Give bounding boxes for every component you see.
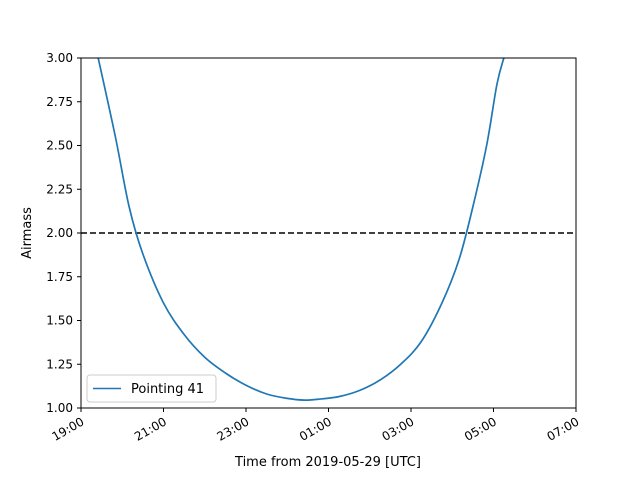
y-tick-label: 2.75	[46, 95, 73, 109]
y-tick-label: 3.00	[46, 51, 73, 65]
legend-box	[86, 374, 217, 403]
y-tick-label: 1.00	[46, 401, 73, 415]
y-tick-label: 2.25	[46, 182, 73, 196]
y-tick-label: 1.75	[46, 270, 73, 284]
y-tick-label: 2.50	[46, 139, 73, 153]
y-tick-label: 1.25	[46, 357, 73, 371]
y-tick-label: 2.00	[46, 226, 73, 240]
legend-entry-label: Pointing 41	[131, 382, 204, 397]
y-tick-label: 1.50	[46, 314, 73, 328]
legend: Pointing 41	[86, 374, 217, 403]
y-axis-label: Airmass	[20, 207, 35, 259]
y-axis-ticks: 1.00 1.25 1.50 1.75 2.00 2.25 2.50 2.75 3.00	[46, 51, 81, 415]
series-line-0	[97, 58, 505, 402]
series-layer	[97, 58, 505, 402]
x-axis-label: Time from 2019-05-29 [UTC]	[234, 455, 421, 470]
